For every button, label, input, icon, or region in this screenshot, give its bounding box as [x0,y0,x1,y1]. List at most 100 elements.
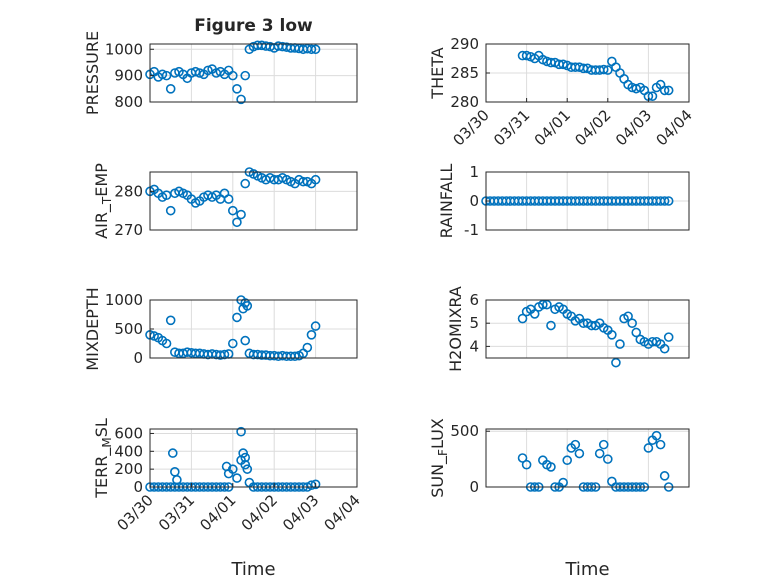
data-point [529,309,540,319]
data-point [659,471,670,481]
y-tick-label: 900 [114,67,143,85]
plot-area [150,429,357,487]
data-point [240,335,251,346]
data-point [190,66,201,77]
markers [517,50,674,101]
x-axis-label: Time [564,559,609,580]
x-axis-label: Time [230,559,275,580]
data-point [663,196,674,206]
y-tick-label: 0 [469,478,479,496]
data-point [655,439,666,450]
y-tick-label: 290 [450,35,479,53]
y-tick-label: 1 [469,163,479,181]
data-point [165,315,176,326]
data-point [602,454,613,464]
data-point [521,50,532,61]
data-point [242,464,253,474]
data-point [538,299,548,310]
data-point [570,439,581,450]
chart-title: Figure 3 low [194,16,313,36]
data-point [306,44,317,55]
data-point [165,205,176,216]
data-point [240,178,251,189]
data-point [203,65,213,76]
data-point [598,64,609,75]
y-tick-label: 6 [469,291,479,309]
data-point [607,329,617,340]
markers [145,167,321,228]
plot-area [150,44,357,102]
data-point [631,327,642,338]
data-point [228,205,238,216]
data-point [238,448,248,458]
data-point [659,85,670,96]
y-tick-label: 1000 [105,40,143,58]
y-tick-label: 400 [114,442,143,460]
data-point [161,70,172,81]
data-point [240,452,251,463]
data-point [659,196,670,206]
data-point [310,174,321,185]
y-axis-label: PRESSURE [83,31,102,115]
data-point [643,443,654,453]
data-point [290,351,300,362]
y-tick-label: 0 [469,192,479,210]
y-tick-label: 500 [450,422,479,440]
data-point [521,459,532,470]
data-point [663,332,674,342]
subplot-4: -1 0 1 RAINFALL [437,163,690,239]
data-point [232,473,242,483]
data-point [232,84,242,94]
axes-box [485,299,690,359]
y-axis-label: H2OMIXRA [446,286,465,372]
y-tick-label: -1 [464,221,479,239]
data-point [228,70,238,81]
data-point [546,320,556,331]
y-tick-label: 1000 [105,291,143,309]
data-point [157,69,168,80]
y-tick-label: 280 [114,182,143,200]
data-point [240,459,251,470]
y-tick-label: 0 [133,478,143,496]
y-axis-label: THETA [428,47,447,99]
y-axis-label: AIR_TEMP [92,163,114,239]
y-tick-label: 5 [469,314,479,332]
data-point [310,321,321,331]
y-tick-label: 600 [114,424,143,442]
y-tick-label: 0 [133,349,143,367]
data-point [517,453,528,463]
data-point [302,342,313,353]
data-point [306,329,317,340]
y-tick-label: 500 [114,320,143,338]
data-point [236,94,246,105]
y-tick-label: 800 [114,93,143,111]
data-point [228,338,238,349]
data-point [223,194,234,204]
data-point [232,312,242,323]
axes-box [485,428,690,488]
plot-area [150,172,357,230]
y-axis-label: RAINFALL [437,164,456,239]
data-point [240,70,251,81]
y-axis-label: MIXDEPTH [83,287,102,370]
y-tick-label: 4 [469,337,479,355]
data-point [219,349,230,360]
data-point [236,209,246,220]
data-point [594,448,605,459]
data-point [232,217,242,228]
y-tick-label: 280 [450,93,479,111]
data-point [574,448,585,459]
data-point [161,338,172,349]
data-point [165,84,176,94]
data-point [623,311,633,322]
data-point [663,85,674,96]
data-point [647,91,658,101]
markers [481,196,674,206]
y-tick-label: 285 [450,64,479,82]
data-point [546,462,556,472]
y-axis-label: SUN_FLUX [428,418,450,498]
